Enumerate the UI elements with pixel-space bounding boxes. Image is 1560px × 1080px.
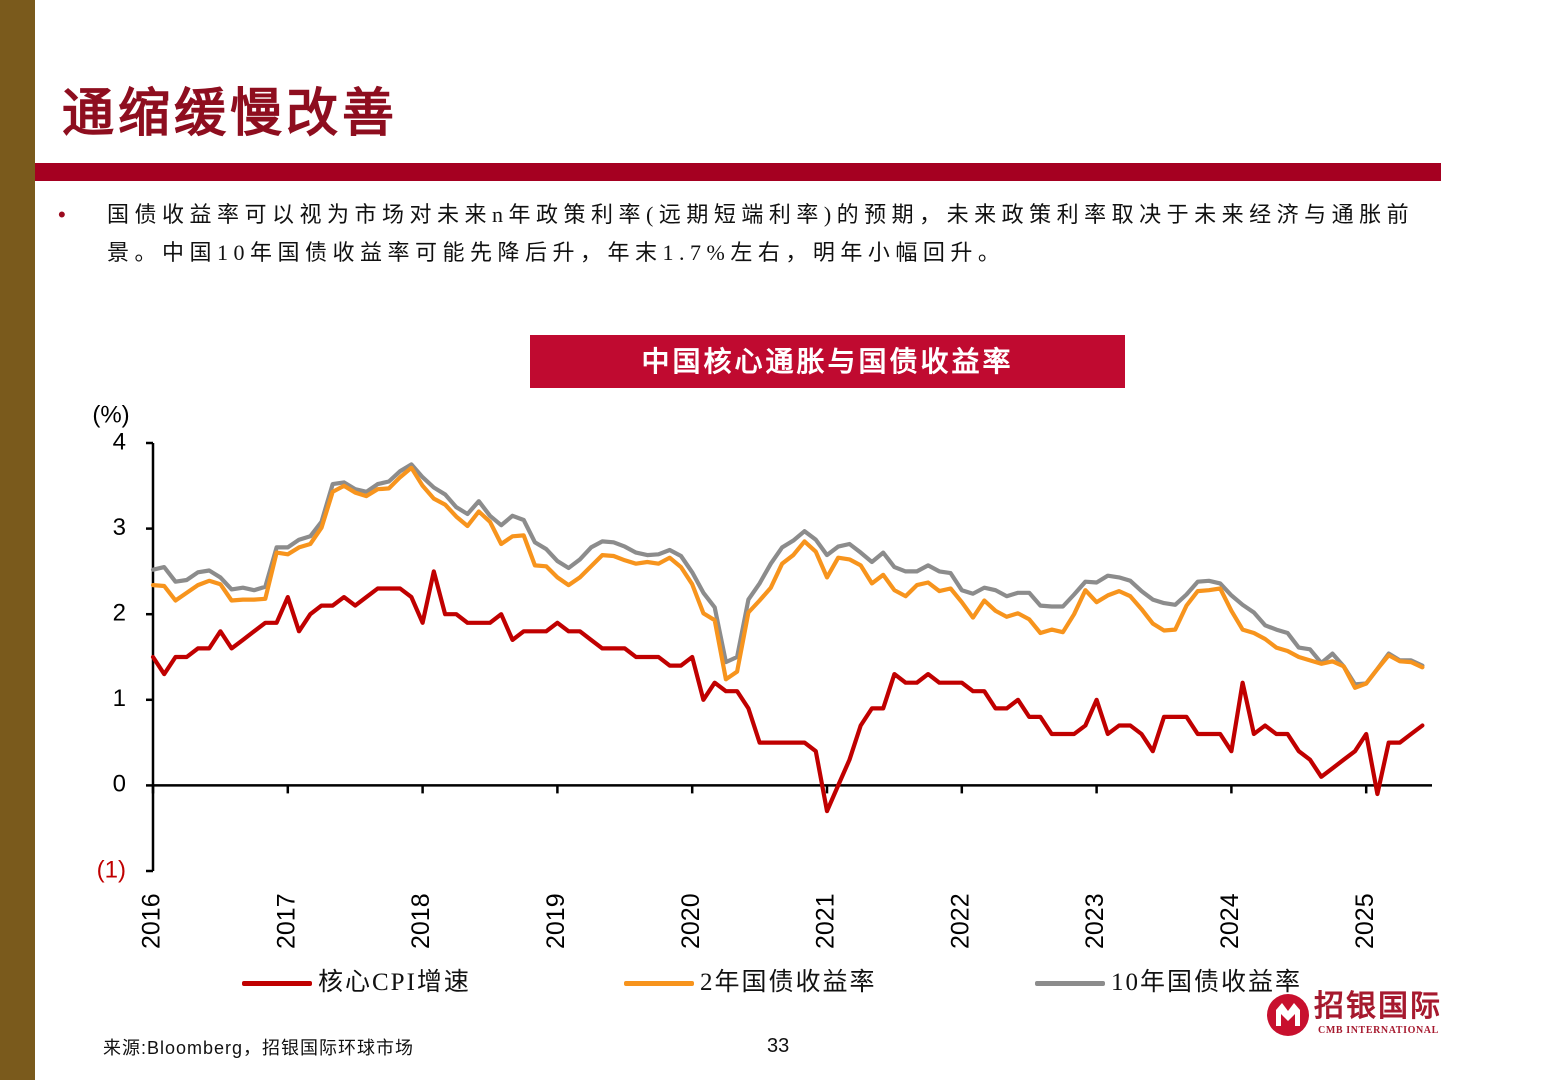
legend-swatch-core-cpi (242, 981, 312, 986)
legend-label-core-cpi: 核心CPI增速 (318, 969, 471, 996)
y-tick-label: 0 (113, 771, 126, 798)
slide-title: 通缩缓慢改善 (62, 83, 399, 144)
x-tick-label: 2024 (1216, 893, 1244, 949)
legend-swatch-2y-yield (624, 981, 694, 986)
legend-item-core-cpi: 核心CPI增速 (242, 966, 542, 1000)
cmb-logo-icon (1267, 994, 1309, 1036)
legend-swatch-10y-yield (1035, 981, 1105, 986)
x-tick-label: 2021 (812, 893, 840, 949)
y-tick-label: 1 (113, 685, 126, 712)
core-cpi-line (150, 569, 1425, 814)
x-tick-label: 2017 (272, 893, 300, 949)
cgb-2y-yield-line (150, 465, 1425, 690)
chart-plot-area: (%) 4 3 2 1 0 (1) 2016 2017 2018 2019 2020 2021 2022… (92, 401, 1432, 949)
page-number: 33 (767, 1035, 790, 1057)
bullet-text-line: 国债收益率可以视为市场对未来n年政策利率(远期短端利率)的预期，未来政策利率取决… (107, 202, 1415, 227)
y-tick-label: 3 (113, 514, 126, 541)
title-underline-band (35, 163, 1441, 181)
x-tick-label: 2019 (542, 893, 570, 949)
y-tick-label: (1) (97, 856, 126, 883)
side-accent-bar (0, 0, 35, 1080)
bullet-text-line: 景。中国10年国债收益率可能先降后升，年末1.7%左右，明年小幅回升。 (107, 240, 1006, 265)
legend-label-2y-yield: 2年国债收益率 (700, 969, 877, 996)
x-tick-label: 2018 (407, 893, 435, 949)
chart-title: 中国核心通胀与国债收益率 (530, 335, 1125, 388)
legend-item-10y-yield: 10年国债收益率 (1035, 966, 1335, 1000)
y-tick-label: 2 (113, 600, 126, 627)
cgb-10y-yield-line (150, 462, 1425, 687)
x-tick-label: 2020 (677, 893, 705, 949)
x-tick-label: 2022 (946, 893, 974, 949)
legend-item-2y-yield: 2年国债收益率 (624, 966, 924, 1000)
cmb-international-logo: 招银国际 CMB INTERNATIONAL (1266, 990, 1448, 1037)
x-tick-label: 2016 (138, 893, 166, 949)
x-tick-label: 2023 (1081, 893, 1109, 949)
legend-label-10y-yield: 10年国债收益率 (1111, 969, 1303, 996)
logo-name: 招银国际 (1314, 990, 1442, 1023)
y-axis-unit-label: (%) (92, 401, 129, 428)
x-tick-label: 2025 (1351, 893, 1379, 949)
source-note: 来源:Bloomberg，招银国际环球市场 (103, 1038, 415, 1058)
bullet-marker: • (58, 202, 66, 227)
logo-subtitle: CMB INTERNATIONAL (1318, 1025, 1439, 1036)
y-tick-label: 4 (113, 428, 126, 455)
